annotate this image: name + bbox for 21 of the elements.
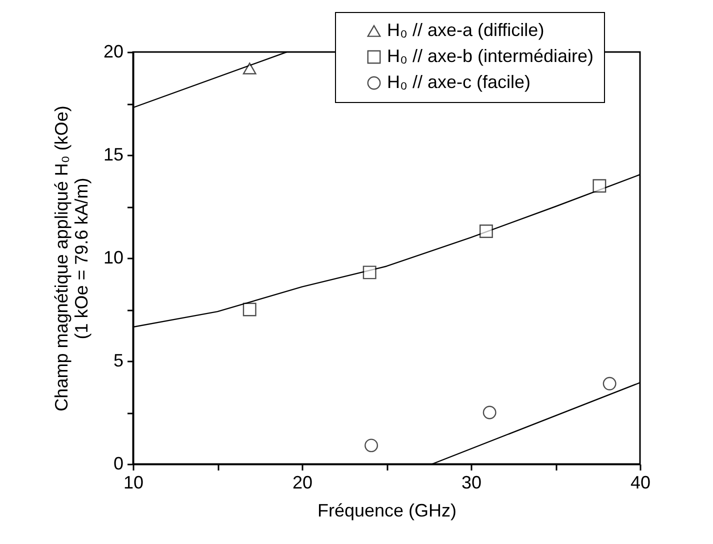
y-axis-title: Champ magnétique appliqué H₀ (kOe) (1 kOe = 79.6 kA/m) — [51, 106, 92, 412]
legend-label: H₀ // axe-b (intermédiaire) — [387, 46, 594, 66]
x-tick-label: 20 — [292, 472, 313, 492]
x-tick-label: 40 — [630, 472, 651, 492]
y-tick-label: 5 — [113, 350, 124, 370]
point — [592, 179, 606, 193]
x-axis-title: Fréquence (GHz) — [317, 500, 457, 520]
point — [362, 266, 376, 280]
point — [242, 302, 256, 316]
legend-label: H₀ // axe-a (difficile) — [387, 20, 544, 40]
y-tick-label: 20 — [103, 42, 124, 62]
point — [482, 406, 496, 420]
point — [242, 62, 256, 74]
point — [364, 438, 378, 452]
legend-label: H₀ // axe-c (facile) — [387, 72, 530, 92]
point — [602, 376, 616, 390]
point — [479, 224, 493, 238]
y-tick-label: 0 — [113, 454, 124, 474]
y-tick-label: 10 — [103, 248, 124, 268]
y-tick-label: 15 — [103, 144, 124, 164]
x-tick-label: 30 — [461, 472, 482, 492]
